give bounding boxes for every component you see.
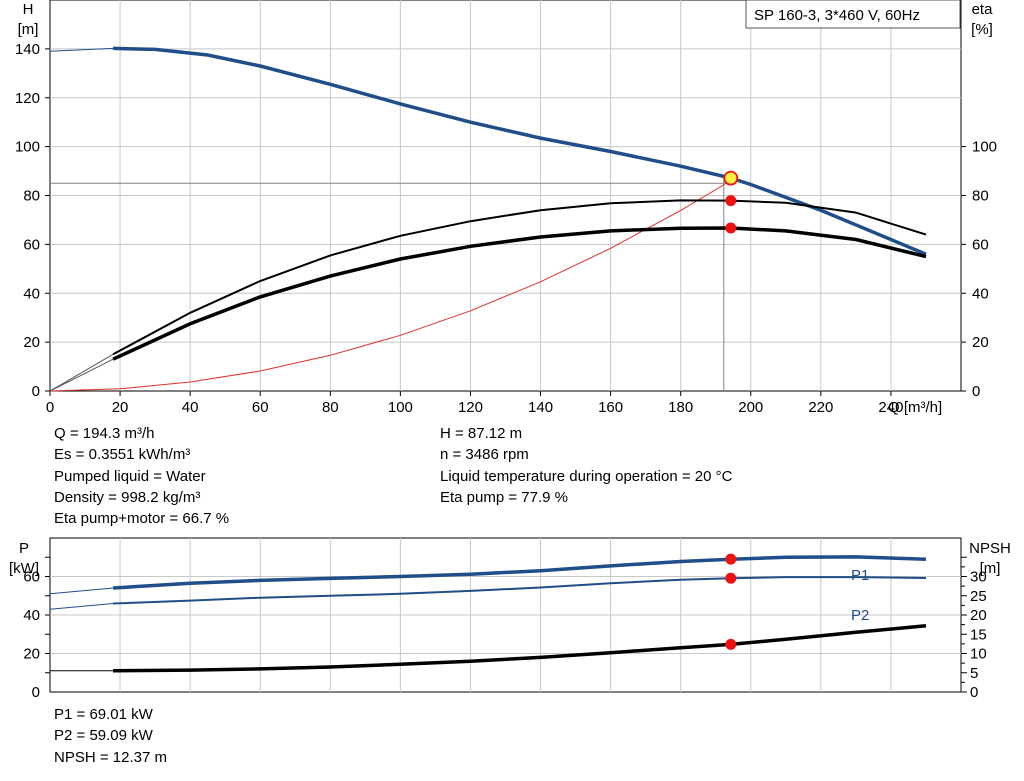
- y-left-tick-label: 60: [23, 236, 40, 253]
- p1-curve-extrapolated: [49, 587, 114, 595]
- x-tick-label: 240: [878, 399, 903, 416]
- y-left-label: H: [23, 1, 34, 18]
- power-npsh-panel: 0 20 40 60 0 5 10 15 20 25 30 P [kW] NPSH [m] P1 P…: [9, 537, 1011, 701]
- y-left-tick-label: 100: [15, 139, 40, 156]
- p-tick-label: 60: [23, 569, 40, 586]
- npsh-tick-label: 0: [970, 684, 978, 701]
- top-ticks: 0 20 40 60 80 100 120 140 160 180 200 220 2400204060…: [15, 41, 997, 416]
- npsh-tick-label: 20: [970, 607, 987, 624]
- param-npsh: NPSH = 12.37 m: [54, 748, 167, 766]
- param-eta-pump: Eta pump = 77.9 %: [440, 488, 568, 506]
- eta-pump-curve: [112, 199, 927, 356]
- p-tick-label: 0: [32, 684, 40, 701]
- y-right-tick-label: 80: [972, 188, 989, 205]
- top-duty-points: [723, 170, 739, 234]
- param-temperature: Liquid temperature during operation = 20…: [440, 467, 733, 485]
- npsh-curve: [113, 624, 927, 673]
- x-tick-label: 200: [738, 399, 763, 416]
- x-tick-label: 20: [112, 399, 129, 416]
- eta-pump-motor-curve-extrapolated: [49, 358, 114, 392]
- param-n: n = 3486 rpm: [440, 446, 529, 464]
- legend-box: [745, 0, 961, 29]
- npsh-tick-label: 15: [970, 626, 987, 643]
- param-density: Density = 998.2 kg/m³: [54, 488, 201, 506]
- param-liquid: Pumped liquid = Water: [54, 467, 206, 485]
- npsh-axis-label: NPSH: [969, 540, 1011, 557]
- bottom-duty-points: [725, 553, 737, 650]
- y-right-tick-label: 0: [972, 383, 980, 400]
- x-tick-label: 220: [808, 399, 833, 416]
- head-efficiency-panel: 0 20 40 60 80 100 120 140 160 180 200 220 2400204060…: [15, 0, 997, 416]
- x-tick-label: 120: [458, 399, 483, 416]
- head-curve: [113, 46, 927, 256]
- bottom-curves: [49, 555, 927, 673]
- top-grid: [50, 0, 961, 391]
- p2-curve: [113, 576, 927, 605]
- p-tick-label: 20: [23, 646, 40, 663]
- eta-pump-curve-extrapolated: [49, 353, 114, 392]
- npsh-duty-point: [725, 638, 737, 650]
- duty-params-right: H = 87.12 m n = 3486 rpm Liquid temperat…: [440, 423, 732, 508]
- p-tick-label: 40: [23, 607, 40, 624]
- y-left-tick-label: 40: [23, 285, 40, 302]
- y-right-tick-label: 100: [972, 139, 997, 156]
- p2-curve-extrapolated: [49, 603, 114, 610]
- duty-params-power: P1 = 69.01 kW P2 = 59.09 kW NPSH = 12.37…: [54, 704, 167, 768]
- npsh-tick-label: 10: [970, 646, 987, 663]
- y-left-unit: [m]: [18, 21, 39, 38]
- p-axis-label: P: [19, 540, 29, 557]
- npsh-tick-label: 25: [970, 588, 987, 605]
- param-es: Es = 0.3551 kWh/m³: [54, 446, 191, 464]
- x-tick-label: 100: [388, 399, 413, 416]
- p-axis-unit: [kW]: [9, 560, 39, 577]
- y-left-tick-label: 20: [23, 334, 40, 351]
- eta-pump-duty-point: [725, 195, 737, 207]
- param-p2: P2 = 59.09 kW: [54, 727, 153, 745]
- npsh-tick-label: 30: [970, 569, 987, 586]
- x-tick-label: 0: [46, 399, 54, 416]
- y-left-tick-label: 0: [32, 383, 40, 400]
- x-tick-label: 180: [668, 399, 693, 416]
- y-left-tick-label: 80: [23, 188, 40, 205]
- param-p1: P1 = 69.01 kW: [54, 706, 153, 723]
- duty-params-left: Q = 194.3 m³/h Es = 0.3551 kWh/m³ Pumped…: [54, 423, 229, 529]
- y-left-tick-label: 120: [15, 90, 40, 107]
- head-duty-point: [723, 170, 739, 186]
- p1-duty-point: [725, 553, 737, 565]
- eta-pump-motor-curve: [112, 226, 927, 361]
- y-right-tick-label: 40: [972, 285, 989, 302]
- x-axis-label: Q [m³/h]: [888, 399, 942, 416]
- y-left-tick-label: 140: [15, 41, 40, 58]
- param-q: Q = 194.3 m³/h: [54, 425, 155, 442]
- x-tick-label: 40: [182, 399, 199, 416]
- eta-pump-motor-duty-point: [725, 222, 737, 234]
- bottom-ticks: 0 20 40 60 0 5 10 15 20 25 30: [23, 556, 987, 701]
- param-h: H = 87.12 m: [440, 425, 523, 442]
- system-curve: [49, 179, 732, 392]
- legend-box-text: SP 160-3, 3*460 V, 60Hz: [754, 7, 920, 24]
- p1-series-label: P1: [851, 567, 869, 584]
- y-right-label: eta: [972, 1, 994, 18]
- y-right-tick-label: 60: [972, 236, 989, 253]
- x-tick-label: 140: [528, 399, 553, 416]
- npsh-tick-label: 5: [970, 665, 978, 682]
- top-curves: [49, 46, 927, 392]
- p2-duty-point: [725, 572, 737, 584]
- head-curve-extrapolated: [49, 47, 114, 52]
- y-right-tick-label: 20: [972, 334, 989, 351]
- p2-series-label: P2: [851, 607, 869, 624]
- x-tick-label: 60: [252, 399, 269, 416]
- p1-curve: [112, 555, 927, 590]
- y-right-unit: [%]: [971, 21, 993, 38]
- npsh-axis-unit: [m]: [980, 560, 1001, 577]
- param-eta-pump-motor: Eta pump+motor = 66.7 %: [54, 510, 230, 528]
- x-tick-label: 80: [322, 399, 339, 416]
- x-tick-label: 160: [598, 399, 623, 416]
